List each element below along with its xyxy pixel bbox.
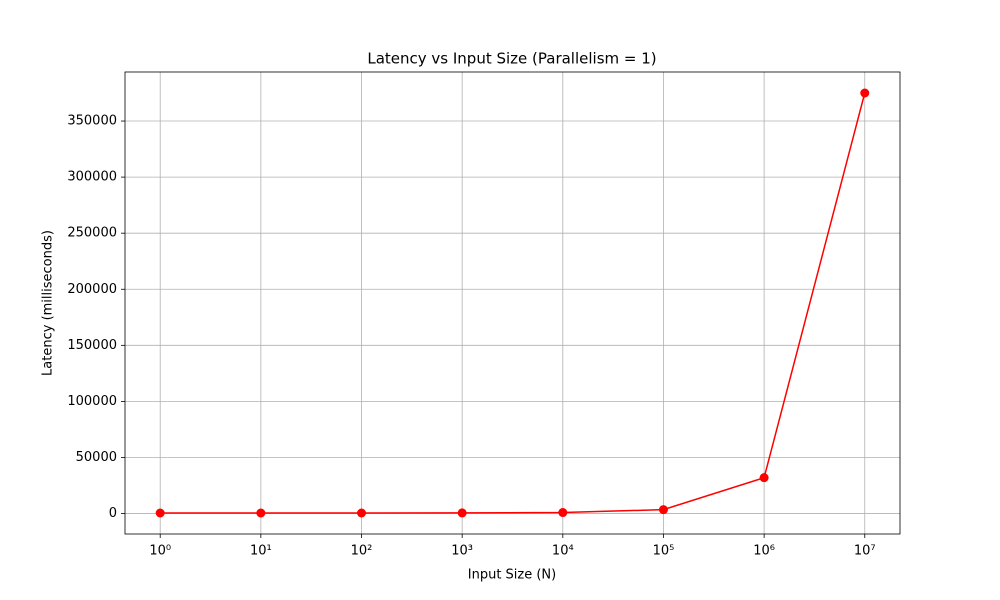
series-line [160, 92, 866, 514]
data-point [155, 508, 165, 518]
x-tick-label: 10⁰ [149, 544, 171, 559]
x-axis-label: Input Size (N) [468, 568, 556, 583]
data-point [860, 88, 870, 98]
y-tick-label: 300000 [67, 170, 117, 185]
data-point [357, 508, 367, 518]
x-tick-label: 10³ [451, 544, 473, 559]
y-axis-label: Latency (milliseconds) [41, 230, 56, 376]
x-tick-label: 10⁴ [552, 544, 574, 559]
y-tick-label: 350000 [67, 114, 117, 129]
y-tick-label: 150000 [67, 338, 117, 353]
y-tick-label: 100000 [67, 394, 117, 409]
x-tick-label: 10⁷ [854, 544, 876, 559]
plot-frame [124, 71, 901, 535]
y-tick-label: 0 [109, 506, 117, 521]
data-point [759, 473, 769, 483]
chart-title: Latency vs Input Size (Parallelism = 1) [367, 50, 656, 68]
data-point [658, 505, 668, 515]
x-tick-label: 10⁵ [653, 544, 675, 559]
x-tick-label: 10⁶ [753, 544, 775, 559]
data-point [256, 508, 266, 518]
y-tick-label: 50000 [76, 450, 117, 465]
x-tick-label: 10² [351, 544, 373, 559]
x-tick-label: 10¹ [250, 544, 272, 559]
y-tick-label: 250000 [67, 226, 117, 241]
y-tick-label: 200000 [67, 282, 117, 297]
data-point [457, 508, 467, 518]
data-point [558, 508, 568, 518]
